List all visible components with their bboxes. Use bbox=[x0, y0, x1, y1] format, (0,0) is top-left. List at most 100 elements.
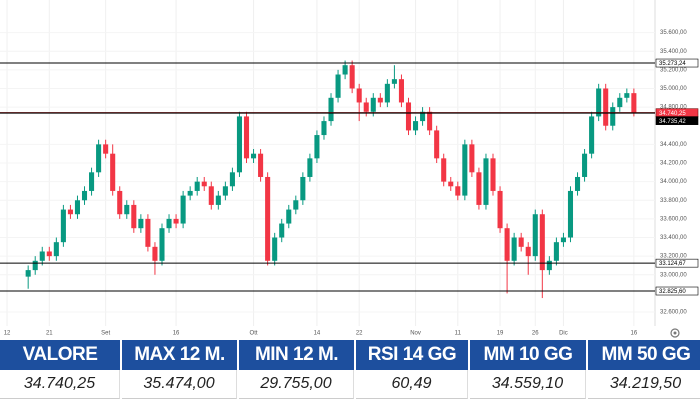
candle-body bbox=[81, 190, 88, 201]
candle-body bbox=[117, 190, 123, 215]
table-header: MM 10 GG bbox=[470, 340, 586, 370]
candle-body bbox=[208, 186, 214, 205]
candle-body bbox=[377, 97, 383, 103]
candle-body bbox=[434, 130, 440, 159]
y-tick-label: 33.200,00 bbox=[660, 254, 687, 260]
x-tick-label: Ott bbox=[250, 331, 258, 337]
candle-body bbox=[384, 83, 390, 103]
y-tick-label: 32.600,00 bbox=[660, 310, 687, 316]
candle-body bbox=[124, 204, 130, 215]
candle-body bbox=[96, 144, 102, 173]
candle-body bbox=[525, 246, 531, 257]
candle-body bbox=[258, 153, 264, 177]
table-value: 34.559,10 bbox=[470, 370, 586, 399]
candle-body bbox=[603, 88, 609, 126]
table-header: MIN 12 M. bbox=[239, 340, 354, 370]
candle-body bbox=[574, 176, 581, 191]
candle-body bbox=[546, 260, 552, 271]
candle-body bbox=[279, 223, 285, 238]
candle-body bbox=[504, 228, 510, 261]
table-value: 60,49 bbox=[356, 370, 468, 399]
candle-body bbox=[307, 158, 313, 177]
candle-body bbox=[60, 209, 66, 243]
candle-body bbox=[321, 121, 327, 136]
table-header: MM 50 GG bbox=[588, 340, 700, 370]
candle-body bbox=[420, 111, 426, 122]
candle-body bbox=[152, 246, 158, 261]
candle-body bbox=[145, 218, 151, 247]
x-tick-label: 21 bbox=[46, 331, 53, 337]
candle-body bbox=[222, 186, 228, 196]
candle-body bbox=[617, 97, 623, 108]
x-tick-label: 19 bbox=[497, 331, 504, 337]
candle-body bbox=[110, 153, 116, 191]
chart: 12 21 Set 16 Ott 14 22 Nov 11 19 26 Dic 16 32.600,00 3… bbox=[0, 0, 699, 338]
candle-body bbox=[448, 181, 454, 187]
candle-body bbox=[138, 218, 144, 229]
x-tick-label: 12 bbox=[4, 331, 11, 337]
price-label-box bbox=[655, 116, 699, 125]
candle-body bbox=[53, 242, 59, 257]
x-tick-label: Set bbox=[101, 331, 110, 337]
candle-body bbox=[511, 237, 517, 261]
candle-body bbox=[293, 200, 299, 210]
y-tick-label: 33.400,00 bbox=[660, 235, 687, 241]
candle-body bbox=[413, 121, 419, 131]
price-label: 34.735,42 bbox=[659, 119, 686, 125]
y-tick-label: 33.600,00 bbox=[660, 216, 687, 222]
candle-body bbox=[532, 214, 538, 257]
candle-body bbox=[398, 79, 404, 103]
candle-body bbox=[349, 65, 355, 89]
price-label-box bbox=[655, 58, 699, 68]
candle-body bbox=[39, 251, 45, 261]
price-label: 35.273,24 bbox=[659, 61, 686, 67]
candle-body bbox=[370, 97, 376, 112]
candle-body bbox=[229, 172, 235, 187]
price-label: 32.825,60 bbox=[659, 289, 686, 295]
y-tick-label: 33.800,00 bbox=[660, 198, 687, 204]
candle-body bbox=[589, 116, 595, 154]
table-header: VALORE bbox=[0, 340, 120, 370]
candle-body bbox=[469, 144, 475, 173]
x-tick-label: Nov bbox=[410, 331, 421, 337]
settings-icon[interactable] bbox=[670, 328, 680, 338]
price-label: 34.740,25 bbox=[659, 111, 686, 117]
candle-body bbox=[67, 209, 73, 215]
y-tick-label: 35.200,00 bbox=[660, 67, 687, 73]
candle-body bbox=[582, 153, 588, 177]
candle-body bbox=[32, 260, 38, 271]
candle-body bbox=[476, 172, 482, 205]
candle-body bbox=[300, 176, 306, 201]
table-header: MAX 12 M. bbox=[122, 340, 237, 370]
candle-body bbox=[631, 93, 637, 113]
x-tick-label: 14 bbox=[314, 331, 321, 337]
candle-body bbox=[180, 195, 186, 224]
candle-body bbox=[272, 237, 278, 261]
candle-body bbox=[455, 186, 461, 196]
candle-body bbox=[490, 158, 496, 191]
y-tick-label: 34.800,00 bbox=[660, 105, 687, 111]
candle-body bbox=[194, 181, 200, 191]
candle-body bbox=[314, 135, 320, 159]
y-tick-label: 34.000,00 bbox=[660, 179, 687, 185]
x-tick-label: 22 bbox=[356, 331, 363, 337]
candle-body bbox=[405, 102, 412, 131]
candle-body bbox=[335, 74, 341, 98]
candle-body bbox=[25, 270, 31, 277]
candle-body bbox=[610, 107, 616, 126]
candle-body bbox=[103, 144, 109, 154]
candle-body bbox=[553, 242, 559, 261]
candle-body bbox=[173, 218, 179, 224]
y-tick-label: 33.000,00 bbox=[660, 272, 687, 278]
y-tick-label: 34.400,00 bbox=[660, 142, 687, 148]
y-tick-label: 34.200,00 bbox=[660, 161, 687, 167]
candle-body bbox=[251, 153, 257, 159]
candle-body bbox=[131, 204, 137, 229]
table-value: 34.219,50 bbox=[588, 370, 700, 399]
candle-body bbox=[46, 251, 52, 257]
candle-body bbox=[159, 228, 165, 261]
candle-body bbox=[187, 190, 193, 196]
y-tick-label: 35.400,00 bbox=[660, 49, 687, 55]
candle-body bbox=[356, 88, 362, 103]
